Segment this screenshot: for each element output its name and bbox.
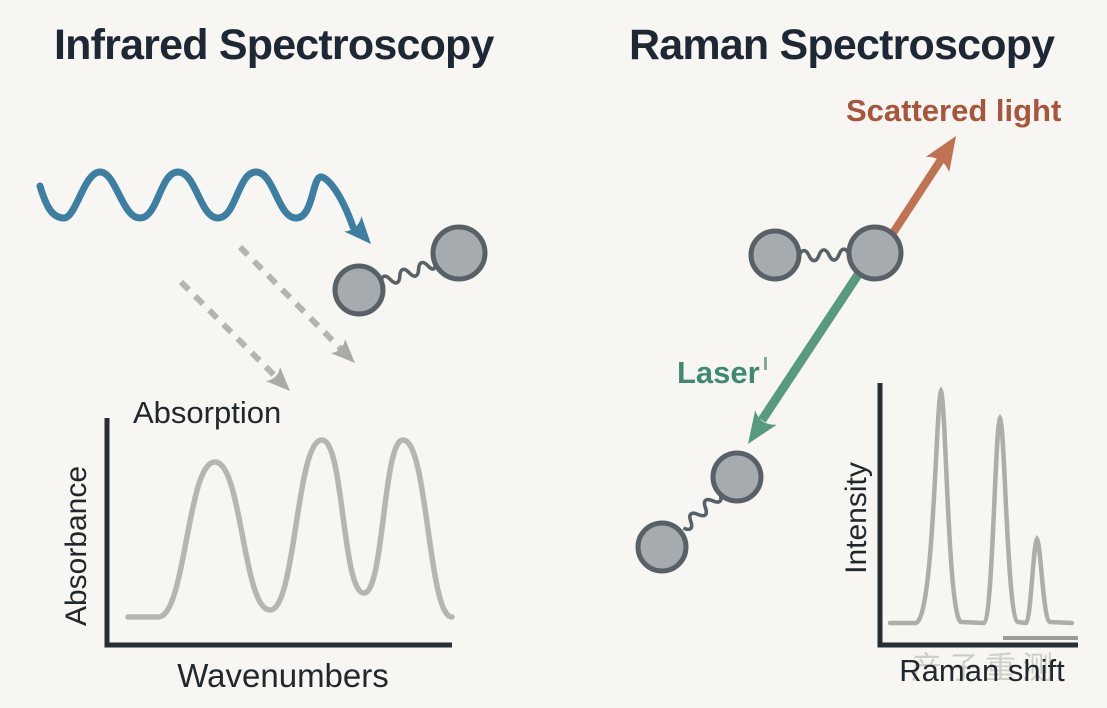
ir-chart-ylabel: Absorbance	[60, 465, 93, 627]
dashed-arrow-2-head-icon	[265, 366, 290, 391]
laser-label-tick-mark	[764, 357, 767, 370]
ir-chart-xlabel: Wavenumbers	[177, 657, 389, 694]
raman-spectrum-curve	[887, 386, 1075, 626]
infrared-title: Infrared Spectroscopy	[54, 21, 494, 69]
ir-chart-axes	[104, 418, 452, 648]
raman-molecule-bottom	[635, 450, 764, 574]
raman-chart-axes	[877, 383, 1078, 648]
laser-arrowhead-icon	[748, 410, 777, 444]
ir-photon-wave-icon	[36, 168, 357, 231]
raman-molecule-top	[748, 224, 904, 282]
ir-molecule	[332, 224, 488, 317]
ir-molecule-atom-right	[430, 224, 488, 282]
raman-molecule-top-atom-right	[846, 224, 904, 282]
ir-chart-absorption-label: Absorption	[133, 395, 282, 430]
raman-molecule-bottom-atom-top	[710, 450, 764, 504]
scattered-light-arrowhead-icon	[925, 136, 956, 173]
raman-molecule-bottom-atom-bottom	[635, 520, 689, 574]
ir-molecule-spring-bond	[379, 260, 437, 285]
raman-chart-xlabel: Raman shift	[899, 653, 1065, 688]
ir-spectrum-curve	[125, 437, 455, 620]
dashed-arrow-1-head-icon	[330, 338, 355, 363]
ir-photon-arrowhead-icon	[344, 216, 371, 244]
dashed-arrow-1-line	[237, 244, 344, 352]
raman-chart-ylabel: Intensity	[840, 462, 873, 574]
scattered-light-label: Scattered light	[846, 93, 1062, 128]
raman-molecule-top-spring-bond	[797, 247, 851, 263]
raman-molecule-top-atom-left	[748, 228, 802, 282]
watermark-text: 产子重测	[911, 650, 1059, 686]
watermark-underline	[1003, 636, 1078, 640]
scattered-light-line	[887, 152, 948, 239]
ir-molecule-atom-left	[332, 263, 386, 317]
laser-label: Laser	[677, 355, 760, 390]
dashed-arrow-2-line	[178, 279, 279, 380]
raman-molecule-bottom-spring-bond	[682, 493, 723, 532]
raman-title: Raman Spectroscopy	[629, 21, 1055, 69]
